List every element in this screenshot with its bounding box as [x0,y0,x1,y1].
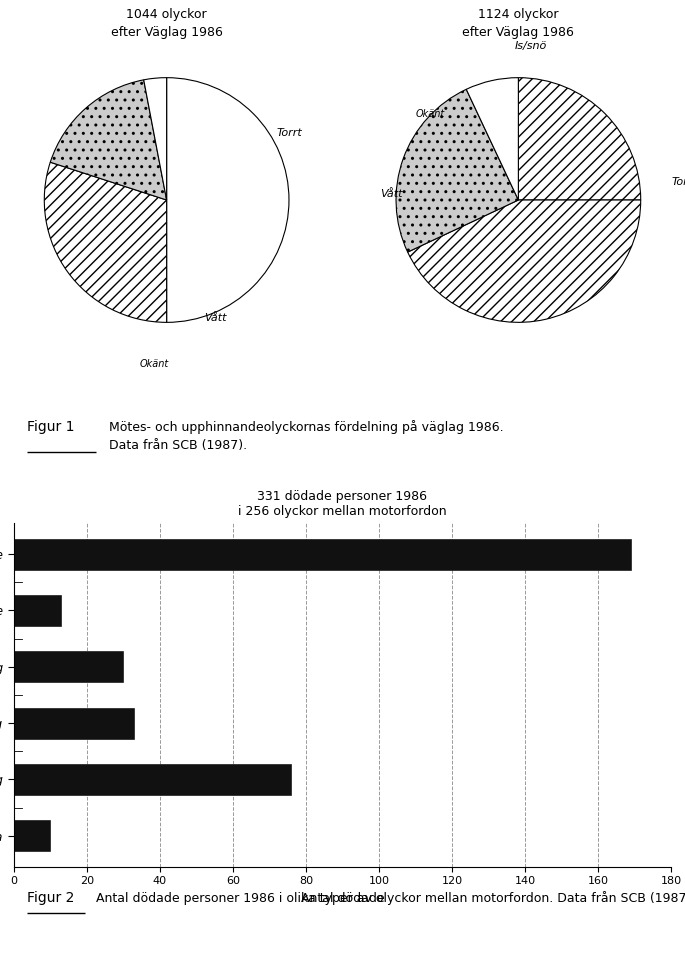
Text: Torrt: Torrt [671,177,685,187]
Wedge shape [408,200,640,323]
Text: Is/snö: Is/snö [514,41,547,51]
Text: Vått: Vått [379,189,402,199]
Title: 331 dödade personer 1986
i 256 olyckor mellan motorfordon: 331 dödade personer 1986 i 256 olyckor m… [238,490,447,518]
Bar [14,764,291,795]
Text: Figur 1: Figur 1 [27,420,75,434]
Wedge shape [396,89,519,252]
Title: UPPHINNANDE:
1124 olyckor
efter Väglag 1986: UPPHINNANDE: 1124 olyckor efter Väglag 1… [462,0,574,39]
Text: Okänt: Okänt [416,109,445,120]
Text: Mötes- och upphinnandeolyckornas fördelning på väglag 1986.
Data från SCB (1987): Mötes- och upphinnandeolyckornas fördeln… [109,420,503,452]
Text: Figur 2: Figur 2 [27,891,74,904]
Wedge shape [45,162,166,323]
Wedge shape [519,78,640,200]
X-axis label: Antal dödade: Antal dödade [301,892,384,905]
Title: MÖTE:
1044 olyckor
efter Väglag 1986: MÖTE: 1044 olyckor efter Väglag 1986 [111,0,223,39]
Wedge shape [466,78,519,200]
Bar [14,707,134,739]
Text: Torrt: Torrt [277,127,303,138]
Wedge shape [144,78,166,200]
Text: Okänt: Okänt [140,359,169,369]
Text: Vått: Vått [204,313,227,323]
Text: Antal dödade personer 1986 i olika typer av olyckor mellan motorfordon. Data frå: Antal dödade personer 1986 i olika typer… [96,891,685,904]
Bar [14,652,123,682]
Bar [14,539,631,569]
Wedge shape [50,79,166,200]
Bar [14,820,50,851]
Bar [14,595,61,626]
Wedge shape [166,78,289,323]
